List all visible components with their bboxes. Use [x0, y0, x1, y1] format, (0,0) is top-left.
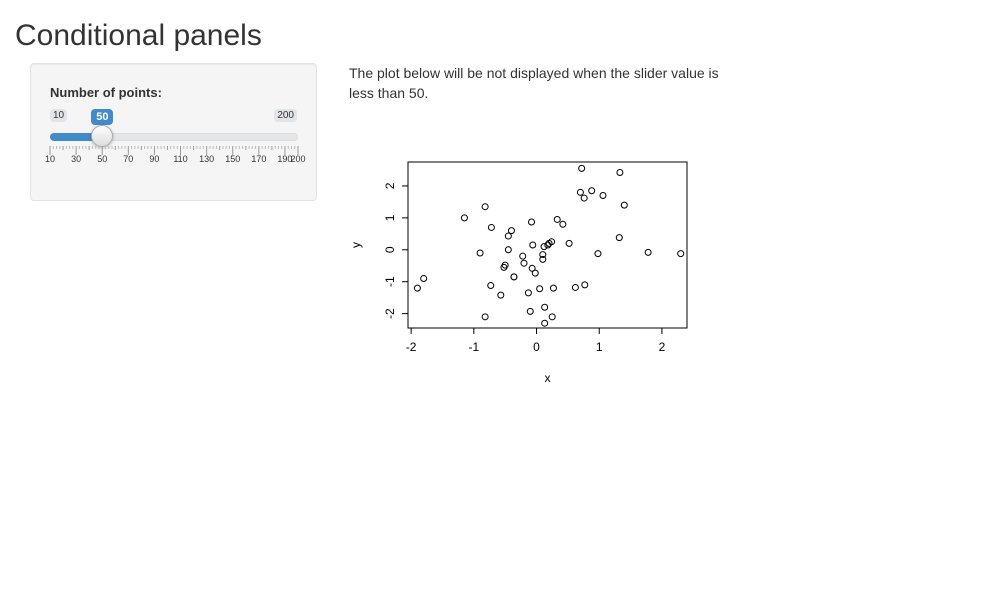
slider-grid-label: 30	[71, 154, 81, 164]
data-point	[540, 243, 548, 251]
x-tick-label: -2	[406, 340, 417, 354]
page-title: Conditional panels	[15, 19, 262, 52]
data-point	[615, 234, 623, 242]
plot-description: The plot below will be not displayed whe…	[349, 65, 719, 101]
x-tick-label: 1	[596, 340, 603, 354]
plot-frame	[407, 161, 688, 329]
y-axis-label: y	[349, 242, 363, 248]
data-point	[571, 283, 579, 291]
slider-min-label: 10	[50, 109, 68, 122]
data-point	[616, 169, 624, 177]
data-point	[531, 269, 539, 277]
slider-grid-label: 130	[199, 154, 214, 164]
slider-label: Number of points:	[50, 85, 162, 100]
data-points	[413, 164, 685, 327]
data-point	[507, 227, 515, 235]
x-tick-label: -1	[468, 340, 479, 354]
slider-max-label: 200	[274, 109, 297, 122]
data-point	[536, 285, 544, 293]
slider-grid-label: 50	[97, 154, 107, 164]
data-point	[519, 252, 527, 260]
slider-grid-label: 200	[290, 154, 305, 164]
data-point	[481, 203, 489, 211]
slider-grid-label: 90	[149, 154, 159, 164]
y-tick-label: 2	[383, 182, 397, 189]
data-point	[576, 188, 584, 196]
data-point	[520, 259, 528, 267]
data-point	[504, 232, 512, 240]
y-tick-label: -2	[383, 308, 397, 319]
data-point	[620, 201, 628, 209]
data-point	[460, 214, 468, 222]
y-tick-label: 0	[383, 246, 397, 253]
data-point	[528, 218, 536, 226]
data-point	[504, 246, 512, 254]
slider-grid-label: 110	[173, 154, 187, 164]
data-point	[497, 291, 505, 299]
data-point	[594, 250, 602, 258]
y-tick-label: 1	[383, 214, 397, 221]
data-point	[420, 275, 428, 283]
slider-grid-label: 170	[251, 154, 266, 164]
slider-grid-label: 10	[45, 154, 55, 164]
data-point	[476, 249, 484, 257]
data-point	[413, 284, 421, 292]
data-point	[541, 303, 549, 311]
slider-grid-label: 150	[225, 154, 240, 164]
data-point	[677, 250, 685, 258]
x-axis: -2 -1 0 1 2	[406, 327, 666, 354]
slider-grid-label: 70	[123, 154, 133, 164]
data-point	[581, 281, 589, 289]
data-point	[588, 187, 596, 195]
scatter-plot: -2 -1 0 1 2 -2 -1 0 1 2 x y	[349, 161, 688, 385]
data-point	[541, 319, 549, 327]
data-point	[539, 251, 547, 259]
y-tick-label: -1	[383, 276, 397, 287]
data-point	[539, 255, 547, 263]
data-point	[565, 239, 573, 247]
data-point	[578, 164, 586, 172]
slider-grid-label: 190	[277, 154, 292, 164]
sidebar-panel: Number of points: 10 200 50 10 30 50 70 90 11…	[30, 63, 317, 201]
data-point	[487, 223, 495, 231]
data-point	[524, 289, 532, 297]
data-point	[529, 241, 537, 249]
data-point	[526, 307, 534, 315]
data-point	[548, 238, 556, 246]
data-point	[501, 261, 509, 269]
slider-fill	[50, 133, 103, 141]
data-point	[580, 194, 588, 202]
data-point	[487, 282, 495, 290]
x-tick-label: 2	[659, 340, 666, 354]
data-point	[644, 248, 652, 256]
data-point	[599, 192, 607, 200]
data-point	[510, 273, 518, 281]
y-axis: -2 -1 0 1 2	[383, 182, 409, 319]
data-point	[559, 220, 567, 228]
data-point	[548, 313, 556, 321]
data-point	[549, 284, 557, 292]
x-tick-label: 0	[533, 340, 540, 354]
x-axis-label: x	[545, 371, 551, 385]
data-point	[553, 215, 561, 223]
data-point	[481, 313, 489, 321]
slider-value-badge: 50	[91, 109, 114, 125]
data-point	[528, 264, 536, 272]
